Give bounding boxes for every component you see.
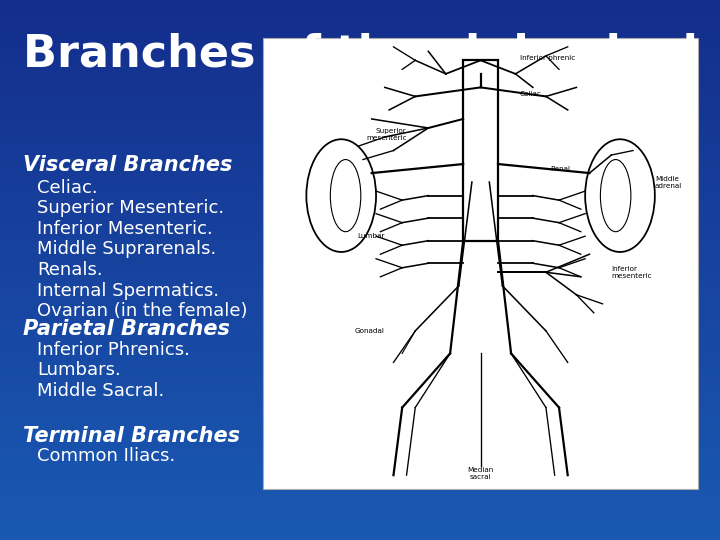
Ellipse shape [330, 159, 361, 232]
Text: Gonadal: Gonadal [355, 328, 384, 334]
Text: Common Iliacs.: Common Iliacs. [37, 447, 176, 465]
Text: aorta: aorta [293, 76, 427, 119]
Text: Celiac: Celiac [520, 91, 541, 97]
Text: Lumbar: Lumbar [357, 233, 384, 239]
Text: Inferior
mesenteric: Inferior mesenteric [611, 266, 652, 279]
Text: Superior
mesenteric: Superior mesenteric [366, 128, 407, 141]
Text: Inferior Phrenics.: Inferior Phrenics. [37, 341, 190, 359]
Bar [263, 38, 698, 489]
Text: Superior Mesenteric.: Superior Mesenteric. [37, 199, 225, 218]
Ellipse shape [585, 139, 655, 252]
Text: Internal Spermatics.: Internal Spermatics. [37, 281, 220, 300]
Text: Middle
adrenal: Middle adrenal [655, 176, 682, 188]
Text: Inferior phrenic: Inferior phrenic [520, 55, 575, 61]
Text: Terminal Branches: Terminal Branches [23, 426, 240, 447]
Text: Ovarian (in the female): Ovarian (in the female) [37, 302, 248, 320]
Text: Celiac.: Celiac. [37, 179, 98, 197]
Text: Renal: Renal [550, 166, 570, 172]
Text: Median
sacral: Median sacral [467, 467, 494, 480]
Text: Parietal Branches: Parietal Branches [23, 319, 230, 340]
Text: Visceral Branches: Visceral Branches [23, 154, 233, 175]
Bar [463, 60, 498, 241]
Ellipse shape [307, 139, 376, 252]
Ellipse shape [600, 159, 631, 232]
Text: Inferior Mesenteric.: Inferior Mesenteric. [37, 220, 213, 238]
Text: Branches of the abdominal: Branches of the abdominal [22, 32, 698, 76]
Text: Renals.: Renals. [37, 261, 103, 279]
Text: Middle Sacral.: Middle Sacral. [37, 382, 165, 400]
Text: Lumbars.: Lumbars. [37, 361, 121, 380]
Text: Middle Suprarenals.: Middle Suprarenals. [37, 240, 217, 259]
